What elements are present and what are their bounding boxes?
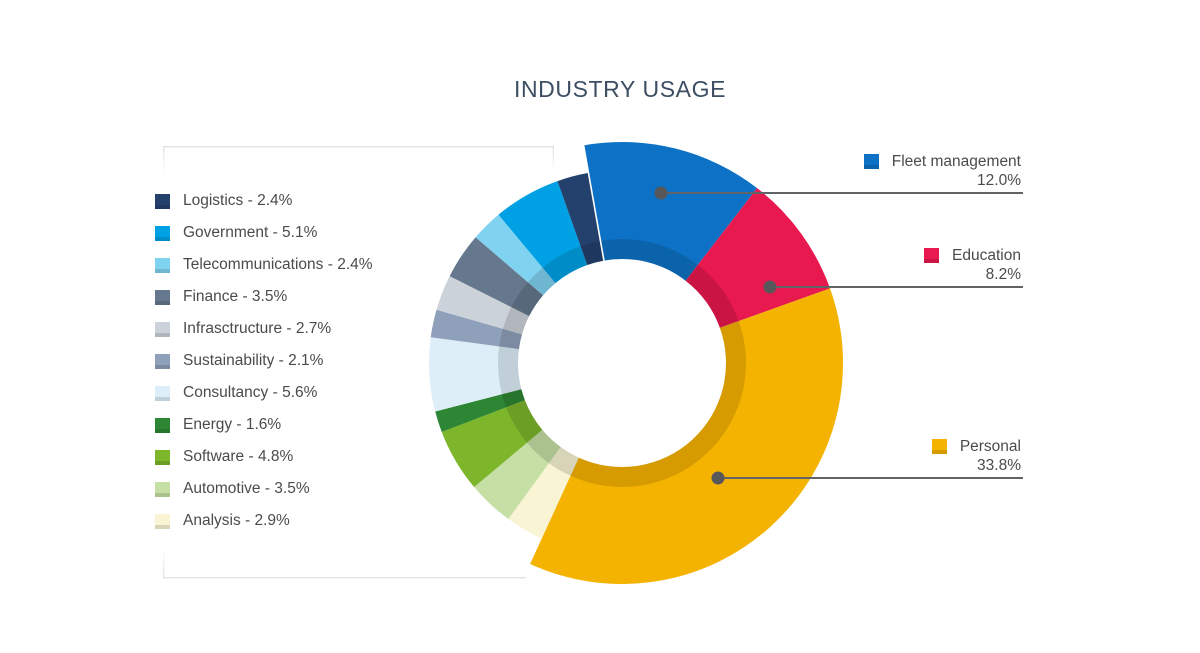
donut-slice-inner-shade-finance xyxy=(511,282,544,317)
legend-item-label: Analysis - 2.9% xyxy=(183,512,290,529)
legend-item-software[interactable]: Software - 4.8% xyxy=(155,441,373,473)
legend-item-label: Sustainability - 2.1% xyxy=(183,352,324,369)
callout-label: Personal xyxy=(959,437,1021,455)
donut-slice-inner-shade-infrasctructure xyxy=(502,307,530,335)
donut-slice-inner-shade-government xyxy=(542,246,588,284)
donut-slice-inner-shade-sustainability xyxy=(499,328,523,350)
donut-slice-inner-shade-logistics xyxy=(580,240,604,265)
callout-dot-fleet-management xyxy=(654,186,668,200)
callout-value: 33.8% xyxy=(977,457,1021,474)
legend-swatch xyxy=(155,289,170,305)
callout-swatch xyxy=(863,154,879,169)
donut-slice-automotive[interactable] xyxy=(474,429,561,519)
callout-dot-education xyxy=(763,280,777,294)
donut-slice-infrasctructure[interactable] xyxy=(436,276,530,335)
legend-swatch xyxy=(155,321,170,337)
legend-item-label: Software - 4.8% xyxy=(183,448,294,465)
legend-swatch xyxy=(155,353,170,369)
donut-slice-personal[interactable] xyxy=(530,288,844,585)
callout-swatch xyxy=(931,439,947,454)
legend-item-government[interactable]: Government - 5.1% xyxy=(155,217,373,249)
legend-item-label: Telecommunications - 2.4% xyxy=(183,256,373,273)
legend-frame-top-line xyxy=(163,146,554,148)
legend-item-label: Logistics - 2.4% xyxy=(183,192,293,209)
page-title: INDUSTRY USAGE xyxy=(513,76,727,102)
donut-slice-inner-shade-automotive xyxy=(527,429,561,464)
legend-swatch xyxy=(155,449,170,465)
legend-item-label: Finance - 3.5% xyxy=(183,288,288,305)
donut-slice-inner-shade-personal xyxy=(570,321,747,487)
legend-swatch xyxy=(155,513,170,529)
donut-slice-inner-shade-software xyxy=(506,400,543,443)
callout-personal: Personal 33.8% xyxy=(931,437,1021,475)
legend-swatch xyxy=(155,481,170,497)
legend-item-label: Automotive - 3.5% xyxy=(183,480,310,497)
callout-swatch xyxy=(924,248,940,263)
callout-dot-personal xyxy=(711,471,725,485)
legend-swatch xyxy=(155,385,170,401)
donut-slice-software[interactable] xyxy=(441,400,543,488)
callout-education: Education 8.2% xyxy=(924,246,1021,284)
legend-item-consultancy[interactable]: Consultancy - 5.6% xyxy=(155,377,373,409)
donut-slice-government[interactable] xyxy=(498,181,588,284)
legend-item-infrasctructure[interactable]: Infrasctructure - 2.7% xyxy=(155,313,373,345)
legend-item-energy[interactable]: Energy - 1.6% xyxy=(155,409,373,441)
legend-item-label: Energy - 1.6% xyxy=(183,416,282,433)
donut-slice-inner-shade-telecommunications xyxy=(527,267,556,296)
legend-frame-left-stub xyxy=(163,146,165,176)
donut-slice-sustainability[interactable] xyxy=(430,309,523,350)
callout-value: 8.2% xyxy=(985,266,1021,283)
legend-item-analysis[interactable]: Analysis - 2.9% xyxy=(155,505,373,537)
donut-slice-fleet-management[interactable] xyxy=(583,142,758,281)
legend-swatch xyxy=(155,257,170,273)
legend-item-logistics[interactable]: Logistics - 2.4% xyxy=(155,185,373,217)
donut-slice-analysis[interactable] xyxy=(508,447,579,539)
legend-frame-bottom-line xyxy=(163,577,526,579)
legend-item-label: Consultancy - 5.6% xyxy=(183,384,318,401)
legend-swatch xyxy=(155,417,170,433)
donut-slice-inner-shade-consultancy xyxy=(497,346,522,395)
legend: Logistics - 2.4% Government - 5.1% Telecom… xyxy=(155,185,373,537)
donut-slice-inner-shade-analysis xyxy=(548,447,579,476)
legend-item-telecommunications[interactable]: Telecommunications - 2.4% xyxy=(155,249,373,281)
legend-item-label: Government - 5.1% xyxy=(183,224,318,241)
legend-frame-bottom-left-stub xyxy=(163,548,165,578)
callout-fleet-management: Fleet management 12.0% xyxy=(863,152,1021,190)
donut-slice-inner-shade-fleet-management xyxy=(600,238,698,281)
slice-seam xyxy=(582,145,605,261)
donut-slice-inner-shade-education xyxy=(685,264,739,328)
donut-slice-energy[interactable] xyxy=(435,389,525,432)
donut-slice-telecommunications[interactable] xyxy=(475,214,556,296)
legend-item-finance[interactable]: Finance - 3.5% xyxy=(155,281,373,313)
legend-swatch xyxy=(155,193,170,209)
legend-frame-right-stub xyxy=(552,146,554,172)
donut-slice-inner-shade-energy xyxy=(501,389,525,408)
donut-slice-consultancy[interactable] xyxy=(428,337,522,412)
legend-item-automotive[interactable]: Automotive - 3.5% xyxy=(155,473,373,505)
legend-item-sustainability[interactable]: Sustainability - 2.1% xyxy=(155,345,373,377)
legend-item-label: Infrasctructure - 2.7% xyxy=(183,320,332,337)
callout-value: 12.0% xyxy=(977,172,1021,189)
legend-swatch xyxy=(155,225,170,241)
callout-label: Education xyxy=(952,246,1021,264)
donut-slice-education[interactable] xyxy=(685,188,831,328)
callout-label: Fleet management xyxy=(891,152,1021,170)
donut-slice-finance[interactable] xyxy=(449,237,544,317)
